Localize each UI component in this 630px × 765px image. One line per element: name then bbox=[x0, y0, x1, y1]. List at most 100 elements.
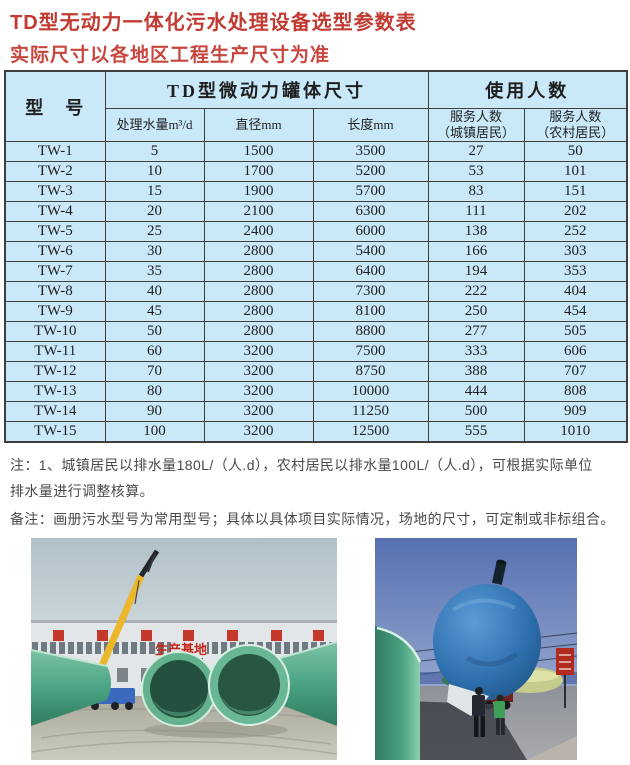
table-row: TW-2 10 1700 5200 53 101 bbox=[4, 161, 628, 182]
green-tank-left bbox=[31, 649, 111, 726]
table-row: TW-7 35 2800 6400 194 353 bbox=[4, 261, 628, 282]
table-cell: 2800 bbox=[203, 301, 314, 322]
col-header-length: 长度mm bbox=[312, 107, 429, 142]
table-cell: 555 bbox=[427, 421, 525, 442]
building-sign-characters bbox=[53, 630, 324, 641]
table-cell: 53 bbox=[427, 161, 525, 182]
table-body: TW-1 5 1500 3500 27 50 TW-2 10 1700 5200 53 101 TW-3… bbox=[4, 141, 628, 442]
col-header-flow: 处理水量m³/d bbox=[104, 107, 205, 142]
table-cell: 5 bbox=[104, 141, 205, 162]
table-cell: TW-1 bbox=[4, 141, 106, 162]
table-cell: 2800 bbox=[203, 241, 314, 262]
table-cell: 202 bbox=[523, 201, 628, 222]
table-cell: TW-13 bbox=[4, 381, 106, 402]
table-cell: 7300 bbox=[312, 281, 429, 302]
table-cell: 138 bbox=[427, 221, 525, 242]
table-cell: 15 bbox=[104, 181, 205, 202]
frp-pipe-ring-1 bbox=[141, 651, 217, 727]
table-cell: 2400 bbox=[203, 221, 314, 242]
table-cell: 50 bbox=[523, 141, 628, 162]
table-cell: 80 bbox=[104, 381, 205, 402]
col-header-urban: 服务人数 （城镇居民） bbox=[427, 107, 525, 142]
sunlit-ground bbox=[527, 736, 577, 760]
note-1-line-2: 排水量进行调整核算。 bbox=[10, 483, 154, 499]
table-cell: 100 bbox=[104, 421, 205, 442]
col-header-model: 型 号 bbox=[4, 70, 106, 142]
table-cell: 5400 bbox=[312, 241, 429, 262]
table-cell: 8750 bbox=[312, 361, 429, 382]
table-cell: 333 bbox=[427, 341, 525, 362]
table-cell: 10 bbox=[104, 161, 205, 182]
note-2: 备注：画册污水型号为常用型号；具体以具体项目实际情况，场地的尺寸，可定制或非标组… bbox=[10, 511, 615, 527]
table-cell: 20 bbox=[104, 201, 205, 222]
table-cell: 2800 bbox=[203, 281, 314, 302]
table-cell: 60 bbox=[104, 341, 205, 362]
table-cell: 388 bbox=[427, 361, 525, 382]
table-cell: 3200 bbox=[203, 341, 314, 362]
table-cell: 151 bbox=[523, 181, 628, 202]
table-cell: 5700 bbox=[312, 181, 429, 202]
table-cell: 35 bbox=[104, 261, 205, 282]
table-cell: TW-11 bbox=[4, 341, 106, 362]
frp-pipe-ring-2 bbox=[208, 644, 290, 726]
table-row: TW-13 80 3200 10000 444 808 bbox=[4, 381, 628, 402]
table-row: TW-10 50 2800 8800 277 505 bbox=[4, 321, 628, 342]
table-cell: 500 bbox=[427, 401, 525, 422]
note-1-line-1: 注：1、城镇居民以排水量180L/（人.d），农村居民以排水量100L/（人.d… bbox=[10, 457, 593, 473]
table-row: TW-6 30 2800 5400 166 303 bbox=[4, 241, 628, 262]
table-cell: TW-4 bbox=[4, 201, 106, 222]
table-cell: 30 bbox=[104, 241, 205, 262]
table-cell: 11250 bbox=[312, 401, 429, 422]
table-cell: TW-15 bbox=[4, 421, 106, 442]
table-cell: 6400 bbox=[312, 261, 429, 282]
col-header-urban-line1: 服务人数 bbox=[449, 108, 502, 124]
table-cell: 2800 bbox=[203, 321, 314, 342]
col-header-rural-line1: 服务人数 bbox=[549, 108, 602, 124]
workers bbox=[472, 687, 505, 737]
table-cell: 1010 bbox=[523, 421, 628, 442]
table-row: TW-11 60 3200 7500 333 606 bbox=[4, 341, 628, 362]
table-cell: 1500 bbox=[203, 141, 314, 162]
blue-tank bbox=[433, 559, 541, 700]
table-cell: 83 bbox=[427, 181, 525, 202]
table-cell: 70 bbox=[104, 361, 205, 382]
table-cell: 1700 bbox=[203, 161, 314, 182]
table-cell: 8800 bbox=[312, 321, 429, 342]
table-cell: 3200 bbox=[203, 361, 314, 382]
table-cell: 250 bbox=[427, 301, 525, 322]
roadside-sign bbox=[556, 648, 574, 708]
table-cell: 90 bbox=[104, 401, 205, 422]
table-cell: 40 bbox=[104, 281, 205, 302]
table-cell: 111 bbox=[427, 201, 525, 222]
table-cell: 10000 bbox=[312, 381, 429, 402]
table-cell: 6000 bbox=[312, 221, 429, 242]
spec-table-header: 型 号 TD型微动力罐体尺寸 使用人数 处理水量m³/d 直径mm 长度mm 服… bbox=[4, 70, 628, 142]
table-cell: 707 bbox=[523, 361, 628, 382]
table-cell: TW-3 bbox=[4, 181, 106, 202]
col-header-urban-line2: （城镇居民） bbox=[436, 124, 515, 140]
table-cell: 404 bbox=[523, 281, 628, 302]
table-cell: TW-12 bbox=[4, 361, 106, 382]
table-cell: 6300 bbox=[312, 201, 429, 222]
table-cell: 808 bbox=[523, 381, 628, 402]
green-tank-right bbox=[269, 641, 337, 726]
table-cell: 25 bbox=[104, 221, 205, 242]
notes-block: 注：1、城镇居民以排水量180L/（人.d），农村居民以排水量100L/（人.d… bbox=[10, 452, 626, 532]
table-cell: TW-8 bbox=[4, 281, 106, 302]
table-cell: 5200 bbox=[312, 161, 429, 182]
table-cell: 3500 bbox=[312, 141, 429, 162]
table-cell: 7500 bbox=[312, 341, 429, 362]
table-cell: 353 bbox=[523, 261, 628, 282]
col-header-diameter: 直径mm bbox=[203, 107, 314, 142]
title-block: TD型无动力一体化污水处理设备选型参数表 实际尺寸以各地区工程生产尺寸为准 bbox=[10, 6, 417, 67]
table-cell: TW-10 bbox=[4, 321, 106, 342]
table-row: TW-8 40 2800 7300 222 404 bbox=[4, 281, 628, 302]
table-cell: 1900 bbox=[203, 181, 314, 202]
table-cell: 277 bbox=[427, 321, 525, 342]
table-cell: 101 bbox=[523, 161, 628, 182]
table-row: TW-5 25 2400 6000 138 252 bbox=[4, 221, 628, 242]
page-title: TD型无动力一体化污水处理设备选型参数表 bbox=[10, 12, 417, 34]
table-cell: 909 bbox=[523, 401, 628, 422]
photo-row: 生产基地 bbox=[31, 538, 577, 760]
factory-yard-photo: 生产基地 bbox=[31, 538, 337, 760]
